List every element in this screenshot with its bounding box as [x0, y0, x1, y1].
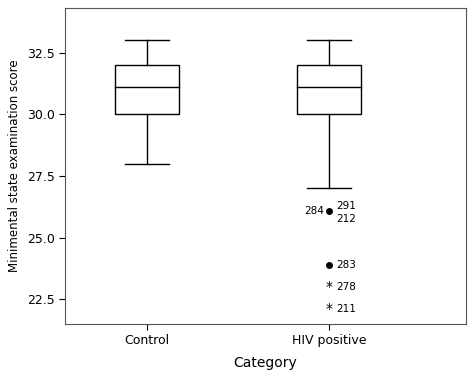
Text: 212: 212: [337, 214, 356, 224]
Bar: [297, 65, 361, 115]
Text: 283: 283: [337, 260, 356, 270]
Text: *: *: [326, 302, 333, 316]
Y-axis label: Minimental state examination score: Minimental state examination score: [9, 60, 21, 273]
Text: *: *: [326, 280, 333, 294]
Text: 284: 284: [304, 206, 324, 215]
Text: 278: 278: [337, 282, 356, 292]
X-axis label: Category: Category: [234, 356, 297, 370]
Text: 211: 211: [337, 304, 356, 314]
Bar: [115, 65, 179, 115]
Text: 291: 291: [337, 201, 356, 211]
